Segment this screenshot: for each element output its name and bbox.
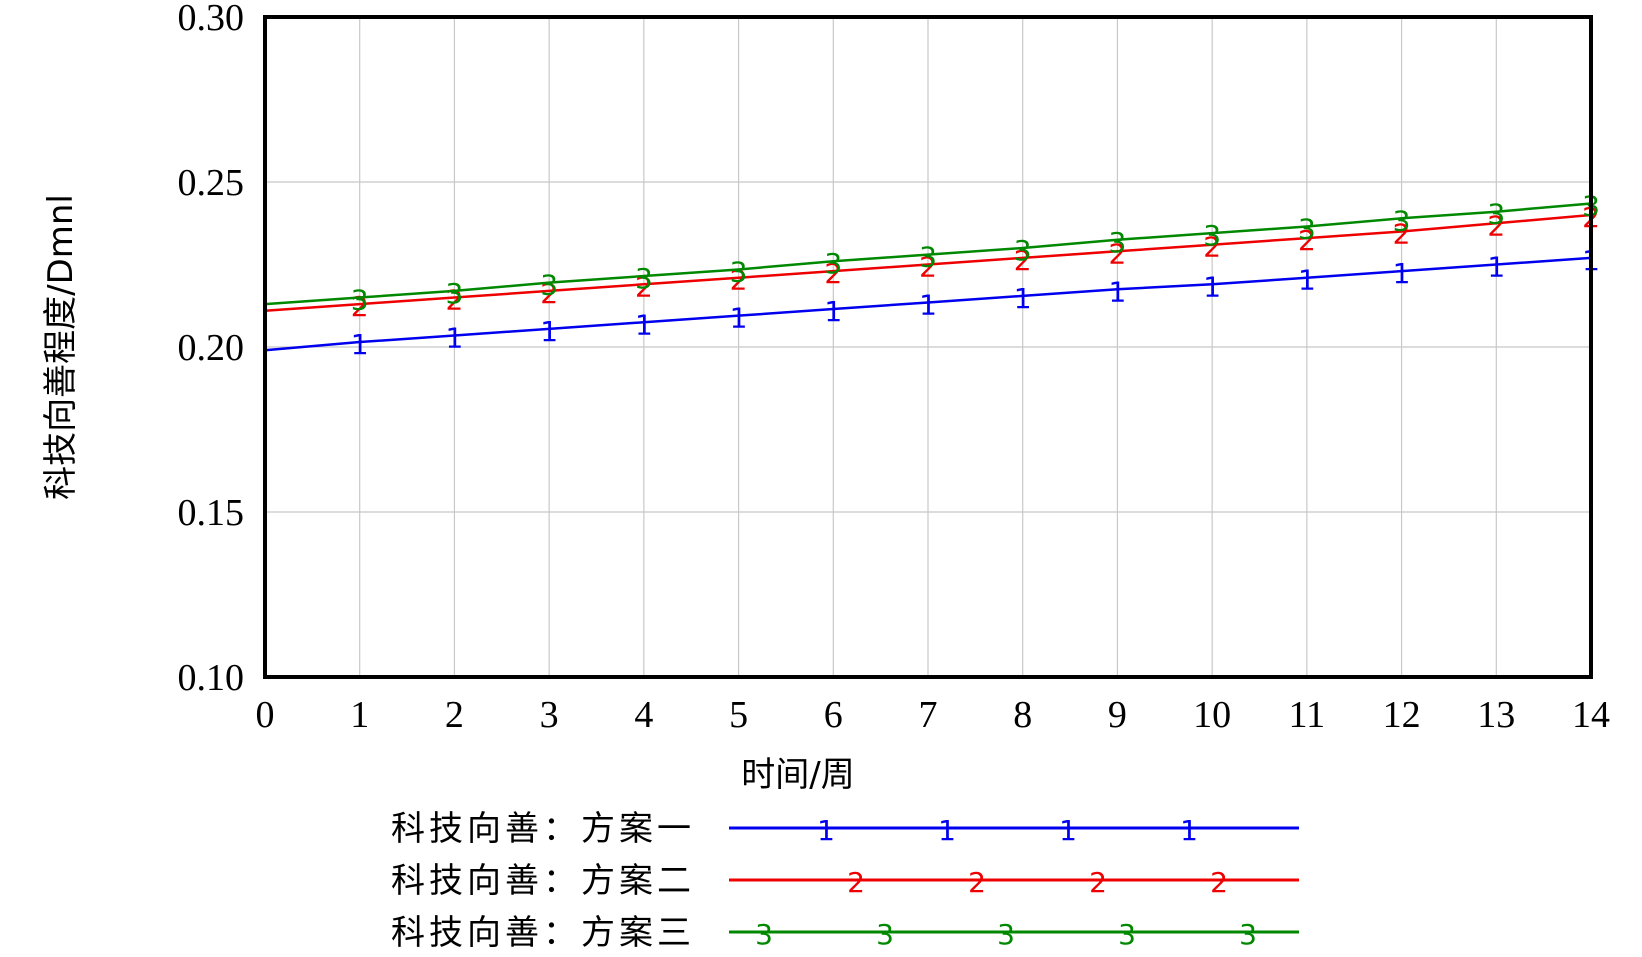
series-marker: 2 <box>1109 237 1127 270</box>
series-marker: 1 <box>635 308 653 341</box>
series-marker: 3 <box>635 262 653 295</box>
legend-item-2: 科技向善：方案二 2 2 2 2 <box>391 861 1299 901</box>
x-tick-label: 11 <box>1289 694 1326 736</box>
series-marker: 3 <box>351 284 369 317</box>
x-tick-label: 6 <box>824 694 843 736</box>
series-marker: 1 <box>446 321 464 354</box>
x-tick-label: 10 <box>1193 694 1231 736</box>
legend-label: 科技向善：方案二 <box>391 861 695 901</box>
legend-marker: 3 <box>876 918 894 951</box>
series-marker: 1 <box>540 315 558 348</box>
grid-lines <box>264 16 1592 678</box>
legend-label: 科技向善：方案三 <box>391 913 695 953</box>
series-marker: 2 <box>1298 224 1316 257</box>
series-line <box>264 256 1592 352</box>
series-marker: 1 <box>1487 251 1505 284</box>
series-marker: 2 <box>1203 231 1221 264</box>
series-line <box>264 213 1592 312</box>
series-marker: 2 <box>730 264 748 297</box>
series-lines: 1 1 1 1 1 1 1 1 1 1 1 1 1 12 2 2 2 2 2 2 2 2 2 2 2 2 23 3 3 3 3 3 3 3 3 3 3 3… <box>264 189 1600 361</box>
legend-marker: 1 <box>1059 814 1077 847</box>
legend-marker: 3 <box>1239 918 1257 951</box>
series-marker: 3 <box>1109 226 1127 259</box>
series-marker: 1 <box>351 328 369 361</box>
series-marker: 3 <box>1487 198 1505 231</box>
series-marker: 2 <box>1487 209 1505 242</box>
series-marker: 3 <box>1298 213 1316 246</box>
series-marker: 2 <box>919 251 937 284</box>
series-marker: 1 <box>1203 270 1221 303</box>
series-line <box>264 202 1592 306</box>
series-marker: 3 <box>824 247 842 280</box>
series-marker: 1 <box>1109 275 1127 308</box>
x-axis-ticks: 0 1 2 3 4 5 6 7 8 9 10 11 12 13 14 <box>256 694 1611 736</box>
series-marker: 1 <box>730 302 748 335</box>
legend-marker: 3 <box>997 918 1015 951</box>
series-marker: 1 <box>1014 282 1032 315</box>
x-axis-label: 时间/周 <box>741 755 854 795</box>
legend-item-3: 科技向善：方案三 3 3 3 3 3 <box>391 913 1299 953</box>
series-marker: 2 <box>540 277 558 310</box>
legend-marker: 2 <box>968 866 986 899</box>
series-marker: 3 <box>1393 204 1411 237</box>
legend-item-1: 科技向善：方案一 1 1 1 1 <box>391 809 1299 849</box>
x-tick-label: 2 <box>445 694 464 736</box>
y-tick-label: 0.15 <box>178 492 245 534</box>
y-tick-label: 0.25 <box>178 162 245 204</box>
y-tick-label: 0.20 <box>178 327 245 369</box>
series-marker: 3 <box>446 277 464 310</box>
series-marker: 3 <box>919 241 937 274</box>
series-marker: 2 <box>1393 218 1411 251</box>
series-marker: 3 <box>1014 234 1032 267</box>
y-tick-label: 0.30 <box>178 0 245 39</box>
legend-marker: 2 <box>1210 866 1228 899</box>
plot-frame <box>263 15 1593 679</box>
x-tick-label: 13 <box>1477 694 1515 736</box>
y-tick-label: 0.10 <box>178 657 245 699</box>
legend-marker: 1 <box>1180 814 1198 847</box>
x-tick-label: 14 <box>1572 694 1610 736</box>
legend-marker: 1 <box>817 814 835 847</box>
legend-marker: 1 <box>938 814 956 847</box>
legend-marker: 2 <box>1089 866 1107 899</box>
x-tick-label: 8 <box>1013 694 1032 736</box>
x-tick-label: 1 <box>350 694 369 736</box>
x-tick-label: 9 <box>1108 694 1127 736</box>
legend-label: 科技向善：方案一 <box>391 809 695 849</box>
x-tick-label: 12 <box>1383 694 1421 736</box>
series-marker: 2 <box>1014 244 1032 277</box>
series-marker: 1 <box>1393 257 1411 290</box>
legend-marker: 3 <box>755 918 773 951</box>
x-tick-label: 7 <box>919 694 938 736</box>
series-marker: 1 <box>919 288 937 321</box>
y-axis-ticks: 0.30 0.25 0.20 0.15 0.10 <box>178 0 245 699</box>
legend-marker: 3 <box>1118 918 1136 951</box>
legend: 科技向善：方案一 1 1 1 1 科技向善：方案二 2 2 2 2 科技向善：方案三 3 3 3 3 3 <box>391 809 1299 953</box>
series-marker: 3 <box>730 255 748 288</box>
series-marker: 3 <box>1203 219 1221 252</box>
series-marker: 2 <box>635 270 653 303</box>
x-tick-label: 0 <box>256 694 275 736</box>
series-marker: 3 <box>540 269 558 302</box>
x-tick-label: 3 <box>540 694 559 736</box>
x-tick-label: 4 <box>634 694 653 736</box>
y-axis-label: 科技向善程度/Dmnl <box>41 194 81 500</box>
series-marker: 1 <box>824 295 842 328</box>
series-marker: 2 <box>824 257 842 290</box>
series-marker: 1 <box>1298 264 1316 297</box>
x-tick-label: 5 <box>729 694 748 736</box>
legend-marker: 2 <box>847 866 865 899</box>
